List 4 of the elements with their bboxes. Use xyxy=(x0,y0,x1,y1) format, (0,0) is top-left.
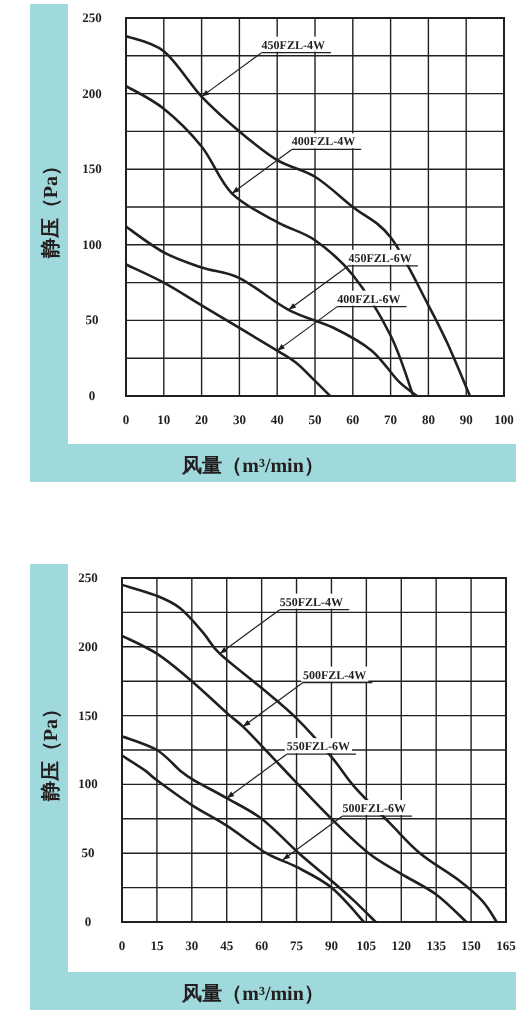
y-axis-title: 静压（Pa） xyxy=(39,698,63,804)
y-axis-title: 静压（Pa） xyxy=(39,155,63,261)
x-axis-title: 风量（m³/min） xyxy=(180,982,324,1006)
x-axis-title: 风量（m³/min） xyxy=(180,454,324,478)
